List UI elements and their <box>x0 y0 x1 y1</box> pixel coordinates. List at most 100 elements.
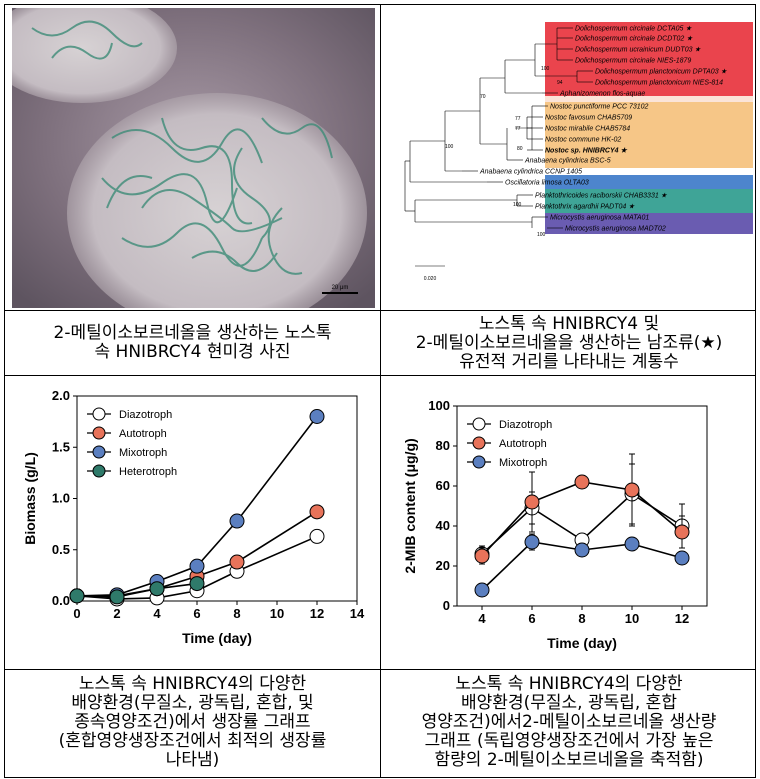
bootstrap-label: 77 <box>515 126 521 132</box>
legend-label: Diazotroph <box>119 409 172 421</box>
data-point <box>524 534 540 550</box>
y-axis-label: Biomass (g/L) <box>22 452 38 545</box>
data-point <box>309 504 325 520</box>
legend-marker <box>92 407 106 421</box>
caption-mib: 노스톡 속 HNIBRCY4의 다양한 배양환경(무질소, 광독립, 혼합 영양… <box>421 674 717 770</box>
tree-taxon-label: Anabaena cylindrica BSC-5 <box>524 158 611 165</box>
tree-taxon-label: Microcystis aeruginosa MADT02 <box>565 226 666 233</box>
legend-marker <box>92 445 106 459</box>
clade-band <box>545 168 753 175</box>
phylogenetic-tree: Dolichospermum circinale DCTA05 ★ Dolicho… <box>385 8 753 308</box>
tree-taxon-label: Planktothricoides raciborskii CHAB3331 ★ <box>535 192 668 200</box>
data-point <box>309 528 325 544</box>
tree-taxon-label: Nostoc favosum CHAB5709 <box>545 115 632 122</box>
tree-scale-label: 0.020 <box>424 276 437 282</box>
data-point <box>229 554 245 570</box>
bootstrap-label: 94 <box>557 80 563 86</box>
y-tick-label: 60 <box>436 478 450 493</box>
data-point <box>574 474 590 490</box>
tree-taxon-label: Dolichospermum planctonicum DPTA03 ★ <box>595 68 728 76</box>
legend-label: Autotroph <box>499 438 547 450</box>
data-point <box>229 513 245 529</box>
tree-taxon-label: Dolichospermum circinale DCDT02 ★ <box>575 35 693 43</box>
x-tick-label: 10 <box>625 611 639 626</box>
data-point <box>474 548 490 564</box>
clade-band <box>545 189 753 213</box>
clade-band <box>545 96 753 102</box>
row-divider <box>5 669 755 670</box>
x-tick-label: 12 <box>310 606 324 621</box>
x-tick-label: 6 <box>528 611 535 626</box>
plot-frame <box>456 405 708 607</box>
row-divider <box>5 375 755 376</box>
legend-label: Mixotroph <box>119 447 167 459</box>
plot-frame <box>76 395 358 602</box>
data-point <box>624 536 640 552</box>
y-tick-label: 0.0 <box>52 593 70 608</box>
tree-taxon-label: Oscillatoria limosa OLTA03 <box>505 180 589 187</box>
tree-taxon-label: Nostoc commune HK-02 <box>545 137 621 144</box>
data-point <box>574 542 590 558</box>
legend-marker <box>472 455 486 469</box>
y-tick-label: 1.5 <box>52 439 70 454</box>
tree-taxon-label: Aphanizomenon flos-aquae <box>559 91 645 98</box>
x-tick-label: 4 <box>478 611 486 626</box>
tree-taxon-label: Dolichospermum circinale NIES-1879 <box>575 58 691 65</box>
x-tick-label: 4 <box>153 606 161 621</box>
data-point <box>624 482 640 498</box>
bootstrap-label: 100 <box>445 144 454 150</box>
tree-taxon-label: Anabaena cylindrica CCNP 1405 <box>479 169 582 176</box>
bootstrap-label: 70 <box>480 94 486 100</box>
tree-taxon-label: Nostoc sp. HNIBRCY4 ★ <box>545 147 628 155</box>
y-tick-label: 2.0 <box>52 388 70 403</box>
data-point <box>109 589 125 605</box>
mib-chart: 4 6 8 10 12 0 20 40 60 80 100 Time (day) 2-MIB conte… <box>381 376 757 669</box>
tree-taxon-label: Planktothrix agardhii PADT04 ★ <box>535 203 635 211</box>
data-point <box>189 558 205 574</box>
caption-biomass: 노스톡 속 HNIBRCY4의 다양한 배양환경(무질소, 광독립, 혼합, 및… <box>58 674 327 770</box>
legend-label: Mixotroph <box>499 457 547 469</box>
tree-taxon-label: Dolichospermum planctonicum NIES-814 <box>595 80 723 87</box>
series-line <box>76 582 198 598</box>
row-divider <box>5 310 755 311</box>
y-tick-label: 80 <box>436 438 450 453</box>
tree-taxon-label: Nostoc mirabile CHAB5784 <box>545 126 630 133</box>
bootstrap-label: 100 <box>513 202 522 208</box>
clade-band <box>545 22 753 98</box>
y-tick-label: 0.5 <box>52 542 70 557</box>
data-point <box>674 550 690 566</box>
data-point <box>524 494 540 510</box>
data-point <box>149 581 165 597</box>
legend-marker <box>472 417 486 431</box>
x-tick-label: 8 <box>233 606 240 621</box>
clade-band <box>545 175 753 189</box>
legend-label: Autotroph <box>119 428 167 440</box>
y-tick-label: 20 <box>436 558 450 573</box>
column-divider <box>380 5 381 777</box>
y-tick-label: 100 <box>428 398 450 413</box>
x-tick-label: 14 <box>350 606 365 621</box>
legend-marker <box>92 464 106 478</box>
tree-taxon-label: Microcystis aeruginosa MATA01 <box>550 215 649 222</box>
figure-table: 20 μm Dolichospermum circinale DCTA05 ★ D… <box>4 4 756 778</box>
micrograph-image: 20 μm <box>12 8 375 308</box>
data-point <box>674 524 690 540</box>
clade-band <box>545 213 753 234</box>
data-point <box>69 588 85 604</box>
bootstrap-label: 80 <box>517 146 523 152</box>
biomass-chart: 0 2 4 6 8 10 12 14 0.0 0.5 1.0 1.5 2.0 Time (day) Biom… <box>5 376 380 669</box>
y-tick-label: 1.0 <box>52 491 70 506</box>
data-point <box>189 576 205 592</box>
legend-label: Diazotroph <box>499 419 552 431</box>
legend-marker <box>472 436 486 450</box>
tree-taxon-label: Dolichospermum circinale DCTA05 ★ <box>575 25 692 33</box>
x-tick-label: 12 <box>675 611 689 626</box>
bootstrap-label: 100 <box>541 66 550 72</box>
caption-tree: 노스톡 속 HNIBRCY4 및 2-메틸이소보르네올을 생산하는 남조류(★)… <box>415 313 723 372</box>
y-tick-label: 40 <box>436 518 450 533</box>
bootstrap-label: 77 <box>515 116 521 122</box>
data-point <box>474 582 490 598</box>
x-axis-label: Time (day) <box>547 635 617 651</box>
x-tick-label: 6 <box>193 606 200 621</box>
x-axis-label: Time (day) <box>182 630 252 646</box>
